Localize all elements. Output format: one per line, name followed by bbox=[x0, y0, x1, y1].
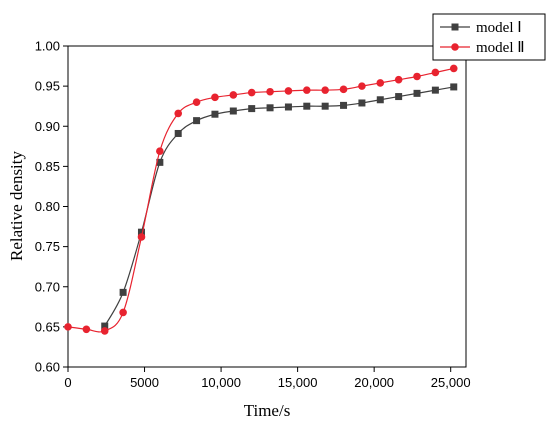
data-point-model-2 bbox=[449, 64, 458, 73]
data-point-model-1 bbox=[431, 86, 439, 94]
data-point-model-2 bbox=[64, 323, 72, 331]
data-point-model-1 bbox=[376, 96, 384, 104]
data-point-model-2 bbox=[303, 86, 311, 94]
data-point-model-1 bbox=[119, 288, 127, 296]
y-axis-title: Relative density bbox=[7, 151, 26, 262]
x-tick-label: 0 bbox=[64, 375, 71, 390]
y-tick-label: 0.95 bbox=[35, 79, 60, 94]
x-axis-title: Time/s bbox=[244, 401, 291, 420]
data-point-model-2 bbox=[211, 93, 219, 102]
legend-label-model-1: model Ⅰ bbox=[476, 20, 522, 36]
data-point-model-1 bbox=[193, 117, 201, 125]
data-point-model-1 bbox=[321, 102, 329, 110]
data-point-model-2 bbox=[156, 147, 164, 155]
data-point-model-1 bbox=[156, 158, 164, 166]
data-point-model-1 bbox=[413, 89, 421, 97]
data-point-model-1 bbox=[358, 99, 366, 107]
data-point-model-2 bbox=[284, 87, 293, 95]
y-tick-label: 0.90 bbox=[35, 119, 60, 134]
data-point-model-2 bbox=[266, 87, 274, 96]
y-tick-label: 0.65 bbox=[35, 319, 60, 334]
data-point-model-2 bbox=[376, 79, 385, 87]
data-point-model-2 bbox=[394, 75, 403, 84]
data-point-model-1 bbox=[303, 102, 311, 110]
data-point-model-2 bbox=[174, 109, 183, 118]
y-tick-label: 0.70 bbox=[35, 279, 60, 294]
legend: model Ⅰ model Ⅱ bbox=[432, 13, 546, 61]
y-tick-label: 0.60 bbox=[35, 360, 60, 375]
x-tick-label: 20,000 bbox=[354, 375, 394, 390]
data-point-model-2 bbox=[100, 327, 109, 335]
data-point-model-2 bbox=[431, 68, 440, 77]
x-tick-label: 15,000 bbox=[278, 375, 318, 390]
data-point-model-1 bbox=[266, 104, 274, 112]
data-point-model-1 bbox=[340, 101, 348, 109]
legend-marker-model-2 bbox=[451, 43, 459, 51]
data-point-model-1 bbox=[284, 103, 292, 111]
series-line-model-2 bbox=[67, 67, 454, 333]
y-tick-label: 1.00 bbox=[35, 39, 60, 54]
data-point-model-2 bbox=[321, 86, 329, 94]
y-tick-label: 0.80 bbox=[35, 199, 60, 214]
series-layer bbox=[64, 64, 458, 335]
data-point-model-2 bbox=[119, 308, 127, 317]
data-point-model-2 bbox=[192, 98, 201, 106]
y-tick-label: 0.75 bbox=[35, 239, 60, 254]
x-tick-label: 25,000 bbox=[431, 375, 471, 390]
data-point-model-1 bbox=[229, 107, 237, 115]
data-point-model-2 bbox=[358, 82, 366, 90]
data-point-model-1 bbox=[101, 322, 109, 330]
data-point-model-2 bbox=[413, 72, 421, 81]
data-point-model-1 bbox=[248, 105, 256, 113]
data-point-model-1 bbox=[174, 129, 182, 137]
plot-frame bbox=[67, 45, 467, 368]
legend-label-model-2: model Ⅱ bbox=[476, 40, 525, 56]
x-tick-label: 10,000 bbox=[201, 375, 241, 390]
data-point-model-1 bbox=[211, 110, 219, 118]
data-point-model-2 bbox=[82, 325, 91, 334]
data-point-model-2 bbox=[339, 85, 348, 94]
data-point-model-1 bbox=[450, 83, 458, 91]
data-point-model-1 bbox=[137, 228, 145, 236]
data-point-model-2 bbox=[229, 91, 238, 99]
legend-marker-model-1 bbox=[451, 23, 459, 31]
data-point-model-2 bbox=[137, 233, 146, 241]
series-line-model-1 bbox=[104, 86, 454, 327]
x-tick-label: 5000 bbox=[130, 375, 159, 390]
y-tick-label: 0.85 bbox=[35, 159, 60, 174]
legend-box bbox=[432, 13, 546, 61]
axes-layer: 0.60 0.65 0.70 0.75 0.80 0.85 0.90 0.95 1.00 0 500… bbox=[35, 39, 471, 391]
data-point-model-1 bbox=[395, 93, 403, 101]
data-point-model-2 bbox=[247, 88, 256, 97]
